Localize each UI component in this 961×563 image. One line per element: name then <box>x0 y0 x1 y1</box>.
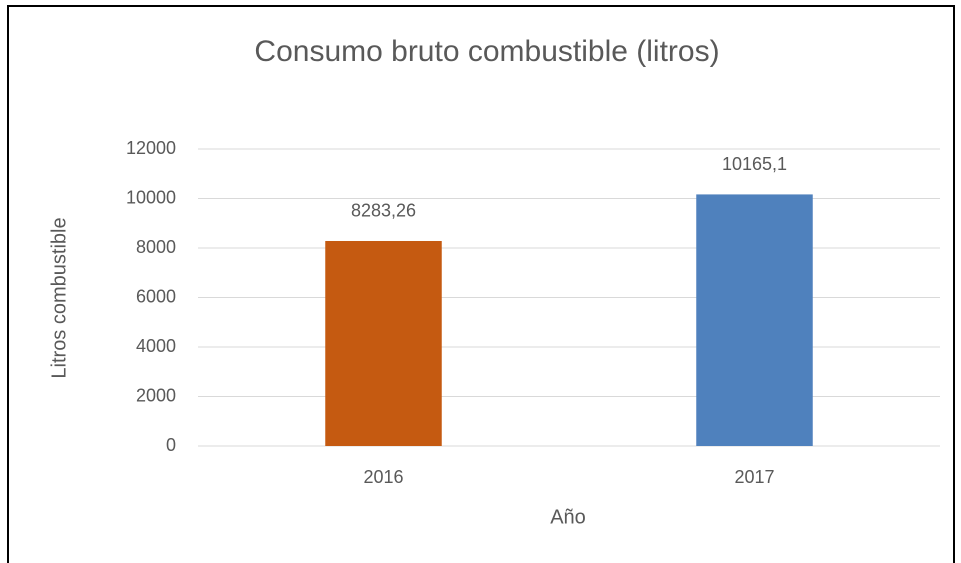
y-tick-label: 2000 <box>136 385 176 405</box>
bar <box>325 240 442 446</box>
x-axis-label: Año <box>550 506 586 528</box>
chart-title: Consumo bruto combustible (litros) <box>254 35 719 68</box>
data-label: 10165,1 <box>722 154 787 174</box>
y-tick-label: 6000 <box>136 286 176 306</box>
y-tick-label: 0 <box>166 435 176 455</box>
y-tick-label: 12000 <box>126 138 176 158</box>
x-tick-label: 2016 <box>363 467 403 487</box>
y-tick-label: 10000 <box>126 187 176 207</box>
bar <box>696 194 813 446</box>
y-tick-label: 4000 <box>136 336 176 356</box>
y-tick-label: 8000 <box>136 237 176 257</box>
x-tick-label: 2017 <box>734 467 774 487</box>
y-axis-label: Litros combustible <box>48 217 70 378</box>
data-label: 8283,26 <box>351 201 416 221</box>
